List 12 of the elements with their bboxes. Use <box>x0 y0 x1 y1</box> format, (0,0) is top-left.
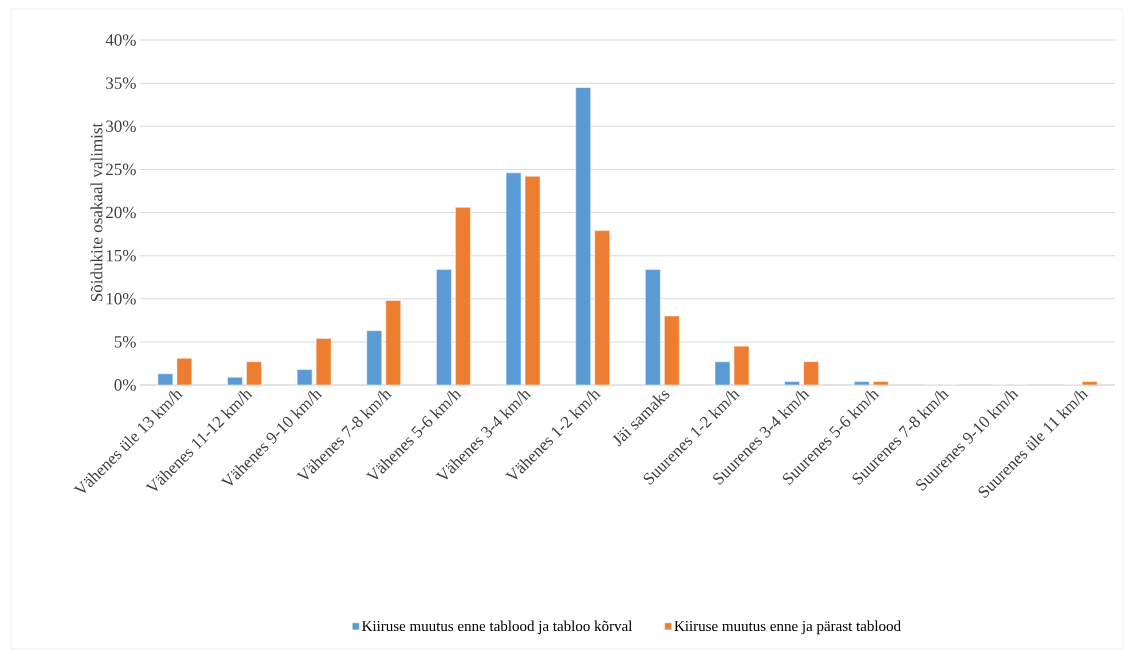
y-tick-label: 10% <box>106 292 136 305</box>
y-tick-label: 0% <box>114 379 136 391</box>
y-axis-title: Sõidukite osakaal valimist <box>90 122 103 302</box>
legend-label: Kiiruse muutus enne tablood ja tabloo kõrval <box>362 620 633 635</box>
y-tick-label: 25% <box>106 163 136 176</box>
y-tick-label: 35% <box>106 77 136 89</box>
legend-label: Kiiruse muutus enne ja pärast tablood <box>674 620 901 635</box>
y-tick-label: 20% <box>106 206 136 219</box>
y-tick-label: 5% <box>114 336 136 348</box>
y-tick-label: 30% <box>106 120 136 133</box>
y-tick-label: 15% <box>106 249 136 262</box>
y-tick-label: 40% <box>105 34 136 46</box>
